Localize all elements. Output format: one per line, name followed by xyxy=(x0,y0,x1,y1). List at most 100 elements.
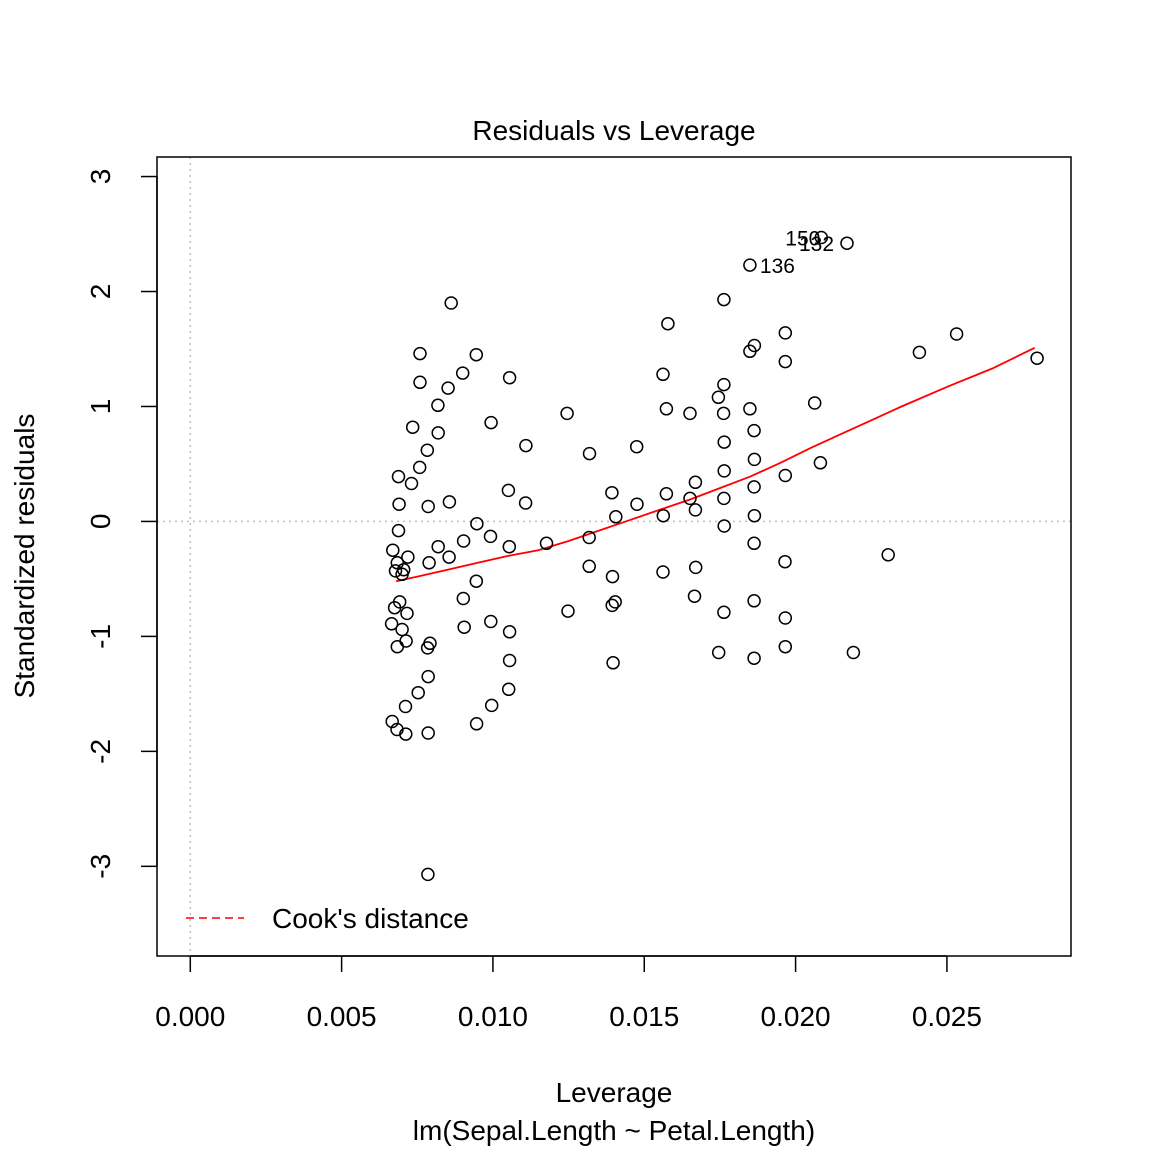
data-point xyxy=(778,354,793,369)
data-point xyxy=(807,396,822,410)
data-point xyxy=(385,714,399,729)
legend: Cook's distance xyxy=(186,903,469,934)
data-point xyxy=(711,390,726,405)
data-point xyxy=(606,656,620,670)
data-point xyxy=(484,614,498,629)
x-axis-title: Leverage xyxy=(556,1077,673,1108)
data-point xyxy=(683,491,697,506)
data-point xyxy=(411,685,425,700)
data-point xyxy=(813,456,828,470)
data-point xyxy=(656,565,670,579)
data-point xyxy=(609,510,623,524)
data-point xyxy=(778,468,793,483)
data-point xyxy=(404,476,419,491)
data-point xyxy=(431,539,445,554)
data-point xyxy=(502,625,517,639)
data-point xyxy=(386,543,400,557)
x-axis-subtitle: lm(Sepal.Length ~ Petal.Length) xyxy=(413,1115,815,1146)
y-tick-label: 3 xyxy=(85,169,116,185)
data-point xyxy=(1030,351,1044,365)
data-point xyxy=(441,381,455,395)
data-point xyxy=(717,605,731,620)
data-point xyxy=(384,617,399,631)
x-tick-label: 0.015 xyxy=(609,1001,679,1032)
x-tick-label: 0.000 xyxy=(155,1001,225,1032)
x-tick-label: 0.005 xyxy=(307,1001,377,1032)
data-point xyxy=(717,519,731,533)
data-point xyxy=(661,316,675,331)
data-point xyxy=(582,530,596,545)
data-point xyxy=(747,536,761,551)
data-point xyxy=(717,464,731,478)
data-point xyxy=(659,487,674,501)
data-point xyxy=(501,682,516,697)
data-point xyxy=(456,534,471,548)
data-point xyxy=(518,496,533,510)
data-point xyxy=(659,402,674,416)
data-point xyxy=(688,475,703,490)
data-point xyxy=(519,438,533,453)
point-label: 150 xyxy=(785,228,820,251)
data-point xyxy=(539,536,554,551)
data-point xyxy=(605,598,619,613)
y-tick-label: -3 xyxy=(85,854,116,879)
data-point xyxy=(688,503,703,517)
data-point xyxy=(399,727,413,741)
data-point xyxy=(400,606,414,621)
data-point xyxy=(814,230,829,245)
data-point xyxy=(912,345,927,360)
data-point xyxy=(747,423,761,438)
point-label: 136 xyxy=(760,255,795,278)
data-point xyxy=(401,550,415,564)
data-point xyxy=(608,595,622,609)
data-point xyxy=(881,548,895,562)
data-point xyxy=(421,669,435,684)
data-point xyxy=(778,554,792,569)
data-point xyxy=(501,483,516,498)
data-point xyxy=(716,406,731,421)
y-tick-label: -2 xyxy=(85,739,116,764)
data-point xyxy=(469,717,484,731)
data-point xyxy=(778,326,793,340)
smooth-fit-line xyxy=(395,346,1036,583)
y-tick-label: -1 xyxy=(85,624,116,649)
data-point xyxy=(392,595,407,609)
data-point xyxy=(605,569,620,584)
data-point xyxy=(778,611,793,625)
data-point xyxy=(747,452,762,467)
points-group xyxy=(384,230,1044,882)
x-tick-label: 0.025 xyxy=(912,1001,982,1032)
data-point xyxy=(442,495,457,509)
data-point xyxy=(392,497,406,511)
data-point xyxy=(743,402,757,416)
data-point xyxy=(422,556,436,570)
data-point xyxy=(743,258,757,272)
data-point xyxy=(688,560,703,575)
point-label: 132 xyxy=(799,233,834,256)
data-point xyxy=(747,651,761,665)
data-point xyxy=(405,420,420,434)
data-point xyxy=(711,645,726,660)
data-point xyxy=(391,523,406,538)
legend-label: Cook's distance xyxy=(272,903,469,934)
data-point xyxy=(687,589,702,603)
data-point xyxy=(469,347,484,362)
data-point xyxy=(502,370,517,385)
y-tick-label: 1 xyxy=(85,399,116,415)
data-point xyxy=(840,236,854,250)
data-point xyxy=(582,446,597,461)
data-point xyxy=(396,562,411,577)
y-axis: -3 -2 -1 0 1 2 3 xyxy=(85,169,158,879)
data-point xyxy=(630,497,644,511)
reference-lines xyxy=(157,157,1071,956)
x-axis: 0.000 0.005 0.010 0.015 0.020 0.025 xyxy=(155,955,982,1032)
data-point xyxy=(391,469,406,484)
data-point xyxy=(421,726,435,740)
data-point xyxy=(683,406,697,421)
y-axis-title: Standardized residuals xyxy=(9,414,40,699)
data-point xyxy=(444,296,458,310)
data-point xyxy=(421,499,435,514)
data-point xyxy=(717,491,731,506)
smooth-line-group xyxy=(395,346,1036,583)
